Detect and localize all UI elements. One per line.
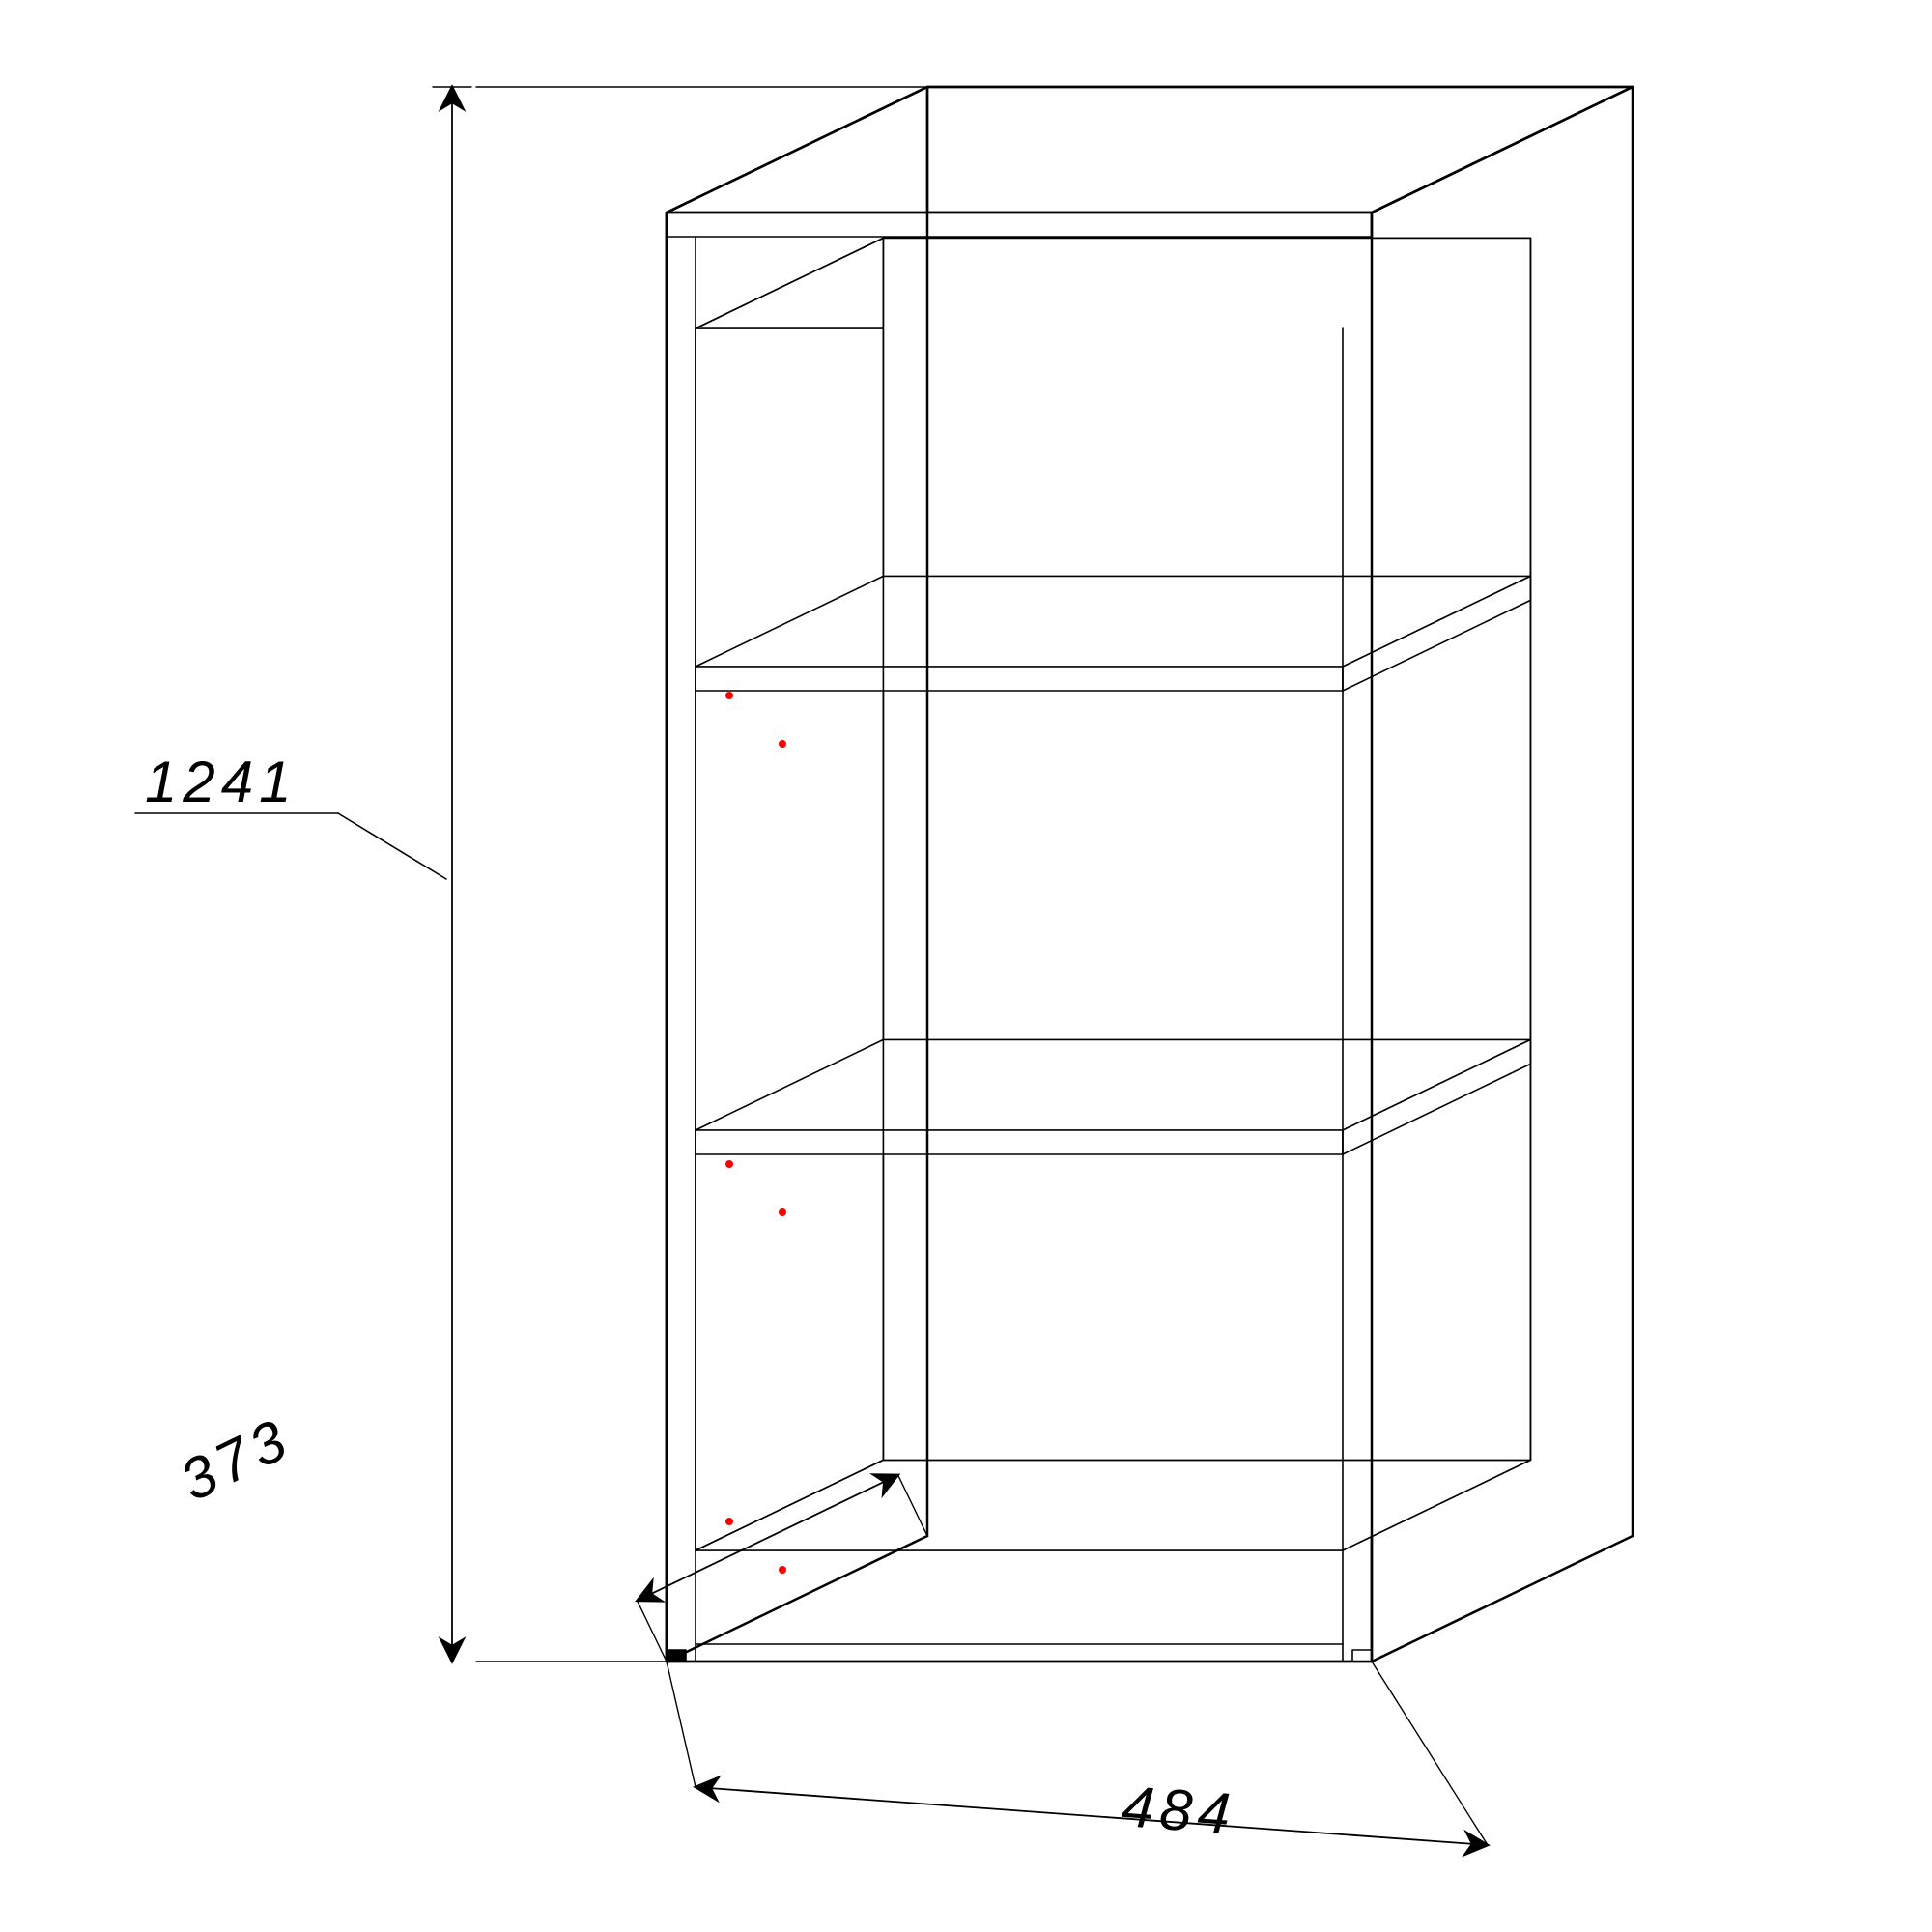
- assembly-hole-dot: [725, 1160, 733, 1168]
- dim-line-width: [696, 1787, 1488, 1845]
- assembly-hole-dot: [779, 1566, 786, 1574]
- technical-drawing: 1241 373 484: [0, 0, 1932, 1932]
- dim-label-height: 1241: [145, 750, 297, 814]
- assembly-hole-dot: [779, 740, 786, 748]
- bookcase-geometry: [667, 87, 1633, 1662]
- dim-label-width: 484: [1120, 1774, 1238, 1846]
- dim-label-depth: 373: [170, 1406, 301, 1514]
- assembly-hole-dot: [779, 1208, 786, 1216]
- assembly-hole-dot: [725, 692, 733, 699]
- assembly-hole-dot: [725, 1518, 733, 1525]
